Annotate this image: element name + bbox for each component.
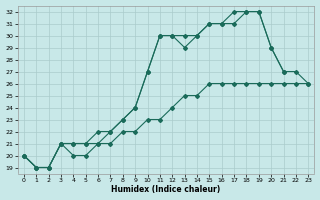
X-axis label: Humidex (Indice chaleur): Humidex (Indice chaleur) (111, 185, 221, 194)
